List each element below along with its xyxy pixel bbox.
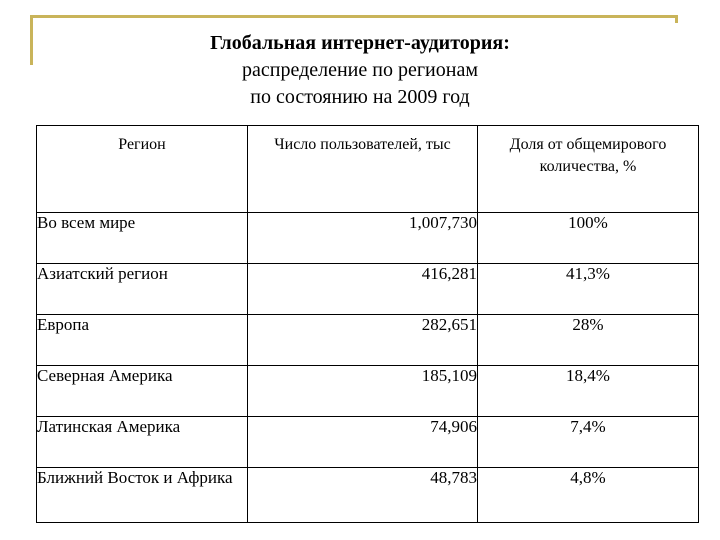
cell-share: 100% [477, 212, 699, 264]
table-header-row: Регион Число пользователей, тыс Доля от … [36, 125, 699, 213]
decorative-frame-left [30, 15, 33, 65]
header-region: Регион [36, 125, 248, 213]
cell-share: 7,4% [477, 416, 699, 468]
cell-users: 48,783 [247, 467, 478, 523]
title-line-1: Глобальная интернет-аудитория: [210, 32, 510, 54]
cell-users: 185,109 [247, 365, 478, 417]
cell-users: 1,007,730 [247, 212, 478, 264]
table-row: Северная Америка 185,109 18,4% [36, 365, 699, 417]
cell-region: Ближний Восток и Африка [36, 467, 248, 523]
cell-share: 4,8% [477, 467, 699, 523]
cell-users: 282,651 [247, 314, 478, 366]
decorative-frame-right [675, 15, 678, 23]
cell-region: Азиатский регион [36, 263, 248, 315]
cell-region: Северная Америка [36, 365, 248, 417]
table-row: Во всем мире 1,007,730 100% [36, 212, 699, 264]
table-row: Латинская Америка 74,906 7,4% [36, 416, 699, 468]
internet-audience-table: Регион Число пользователей, тыс Доля от … [36, 125, 699, 523]
slide-title: Глобальная интернет-аудитория: распредел… [40, 30, 680, 111]
cell-region: Во всем мире [36, 212, 248, 264]
header-users: Число пользователей, тыс [247, 125, 478, 213]
cell-region: Латинская Америка [36, 416, 248, 468]
cell-share: 41,3% [477, 263, 699, 315]
cell-region: Европа [36, 314, 248, 366]
table-row: Ближний Восток и Африка 48,783 4,8% [36, 467, 699, 523]
title-line-2: распределение по регионам [242, 59, 478, 81]
table-row: Европа 282,651 28% [36, 314, 699, 366]
decorative-frame-top [30, 15, 678, 18]
cell-share: 18,4% [477, 365, 699, 417]
table-row: Азиатский регион 416,281 41,3% [36, 263, 699, 315]
cell-share: 28% [477, 314, 699, 366]
cell-users: 416,281 [247, 263, 478, 315]
title-line-3: по состоянию на 2009 год [250, 86, 470, 108]
header-share: Доля от общемирового количества, % [477, 125, 699, 213]
cell-users: 74,906 [247, 416, 478, 468]
